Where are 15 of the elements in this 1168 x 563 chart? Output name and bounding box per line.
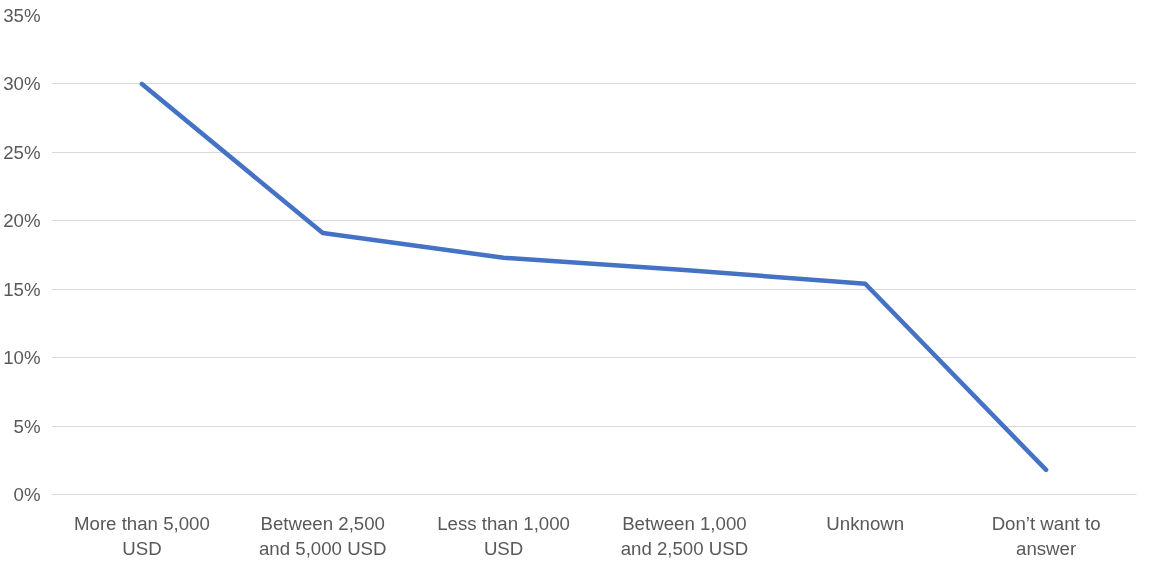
x-tick-label: Between 2,500 and 5,000 USD — [258, 512, 387, 559]
y-tick-label: 30% — [3, 73, 41, 95]
x-tick-label: Unknown — [826, 512, 905, 534]
y-tick-label: 15% — [3, 278, 41, 300]
y-tick-label: 20% — [3, 210, 41, 232]
x-tick-label: Between 1,000 and 2,500 USD — [620, 512, 749, 559]
y-tick-label: 25% — [3, 141, 41, 163]
y-tick-label: 10% — [3, 347, 41, 369]
y-tick-label: 5% — [13, 415, 41, 437]
y-tick-label: 35% — [3, 5, 41, 26]
x-tick-label: Less than 1,000 USD — [437, 512, 570, 559]
x-tick-label: Don’t want to answer — [991, 512, 1101, 559]
x-tick-label: More than 5,000 USD — [73, 512, 210, 559]
y-tick-label: 0% — [13, 484, 41, 505]
line-series — [139, 81, 1049, 473]
